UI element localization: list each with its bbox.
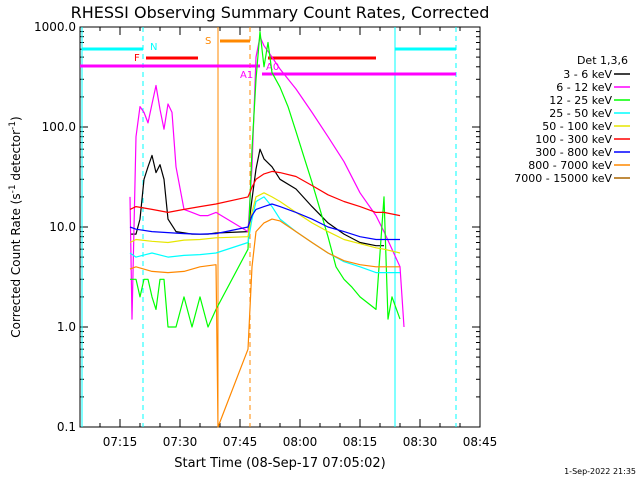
legend-entry-label: 100 - 300 keV bbox=[535, 133, 612, 146]
observing-interval-marks: NF S A1 A0 bbox=[80, 27, 457, 427]
interval-label-s: S bbox=[205, 36, 211, 47]
series-line-7 bbox=[129, 218, 400, 428]
legend-entry-label: 7000 - 15000 keV bbox=[514, 172, 612, 185]
y-tick-label: 1.0 bbox=[57, 320, 76, 334]
y-label-part1: Corrected Count Rate (s bbox=[9, 193, 23, 337]
interval-label-n: N bbox=[150, 42, 157, 53]
x-tick-label: 08:00 bbox=[283, 435, 318, 449]
interval-label-a0: A0 bbox=[266, 62, 279, 73]
x-tick-label: 07:15 bbox=[103, 435, 138, 449]
legend-entry-label: 50 - 100 keV bbox=[542, 120, 612, 133]
x-tick-label: 08:45 bbox=[463, 435, 498, 449]
x-axis-label: Start Time (08-Sep-17 07:05:02) bbox=[174, 456, 385, 471]
legend-entry-label: 3 - 6 keV bbox=[563, 68, 612, 81]
x-tick-label: 08:15 bbox=[343, 435, 378, 449]
series-line-3 bbox=[129, 196, 400, 274]
x-tick-label: 07:30 bbox=[163, 435, 198, 449]
interval-label-a1: A1 bbox=[240, 70, 253, 81]
legend-entry-label: 300 - 800 keV bbox=[535, 146, 612, 159]
interval-label-f: F bbox=[134, 53, 140, 64]
y-tick-label: 10.0 bbox=[49, 220, 76, 234]
series-line-0 bbox=[130, 148, 384, 247]
chart-title: RHESSI Observing Summary Count Rates, Co… bbox=[71, 3, 490, 22]
y-tick-label: 0.1 bbox=[57, 420, 76, 434]
series-line-5 bbox=[129, 170, 401, 217]
axis-ticks: 1000.0 100.0 10.0 1.0 0.1 07:15 07:30 07:45 08:0… bbox=[34, 20, 497, 449]
legend-entry-label: 12 - 25 keV bbox=[549, 94, 612, 107]
y-tick-label: 100.0 bbox=[42, 120, 76, 134]
x-tick-label: 08:30 bbox=[403, 435, 438, 449]
y-label-part2: detector bbox=[9, 130, 23, 185]
y-axis-label: Corrected Count Rate (s-1 detector-1) bbox=[8, 116, 23, 337]
footer-timestamp: 1-Sep-2022 21:35 bbox=[564, 467, 636, 476]
y-label-part3: ) bbox=[9, 116, 23, 121]
series-line-6 bbox=[129, 203, 400, 241]
series-line-1 bbox=[129, 36, 405, 328]
y-label-sup1: -1 bbox=[8, 184, 18, 193]
y-tick-label: 1000.0 bbox=[34, 20, 76, 34]
x-tick-label: 07:45 bbox=[223, 435, 258, 449]
legend-entry-label: 6 - 12 keV bbox=[556, 81, 612, 94]
series-line-2 bbox=[130, 31, 401, 328]
legend-entry-label: 25 - 50 keV bbox=[549, 107, 612, 120]
series-lines bbox=[129, 31, 405, 428]
legend-title: Det 1,3,6 bbox=[577, 54, 628, 67]
legend-entry-label: 800 - 7000 keV bbox=[528, 159, 612, 172]
series-line-4 bbox=[129, 192, 401, 254]
y-label-sup2: -1 bbox=[8, 121, 18, 130]
